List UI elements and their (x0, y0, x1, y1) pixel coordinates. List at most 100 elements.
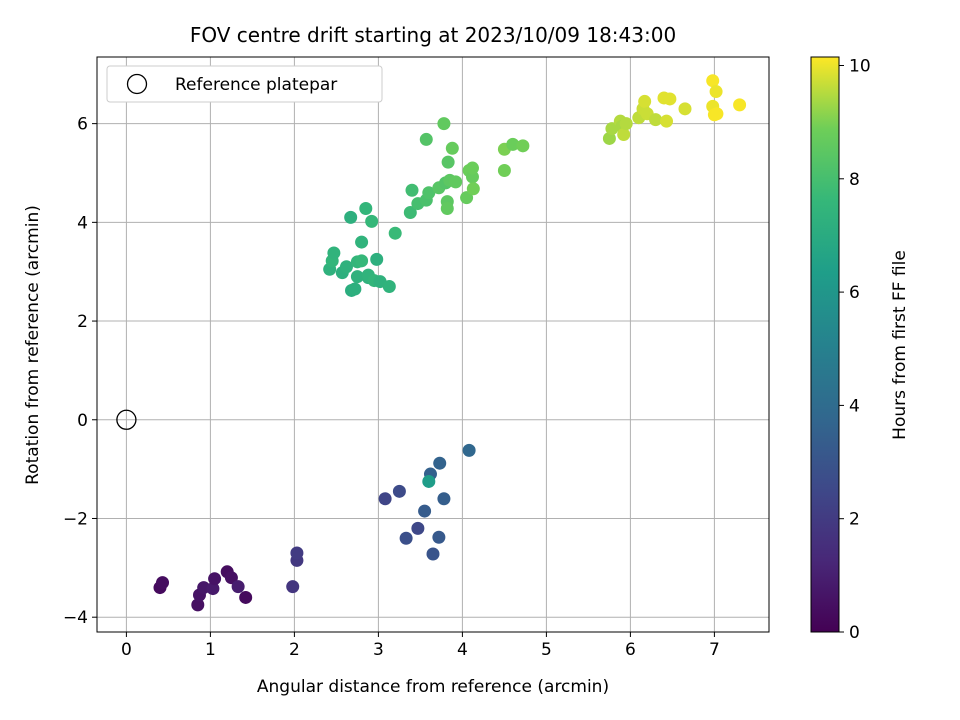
data-point (405, 183, 419, 197)
data-point (733, 98, 747, 112)
data-point (418, 504, 432, 518)
data-point (156, 576, 170, 590)
colorbar-tick-label: 4 (849, 396, 860, 416)
data-point (206, 582, 220, 596)
data-point (649, 113, 663, 127)
data-point (426, 547, 440, 561)
x-tick-label: 0 (121, 640, 132, 660)
data-point (432, 530, 446, 544)
data-point (191, 598, 205, 612)
data-point (286, 580, 300, 594)
data-point (382, 280, 396, 294)
data-point (516, 139, 530, 153)
data-point (445, 141, 459, 155)
data-point (350, 270, 364, 284)
data-point (506, 137, 520, 151)
plot-frame (96, 56, 770, 633)
y-tick-label: −2 (63, 509, 88, 529)
legend-marker-reference (126, 73, 148, 95)
reference-layer (116, 409, 137, 430)
colorbar-tick-label: 2 (849, 510, 860, 530)
data-point (663, 92, 677, 106)
data-point (678, 102, 692, 116)
y-axis-label: Rotation from reference (arcmin) (23, 205, 43, 485)
data-point (466, 182, 480, 196)
data-point (437, 117, 451, 131)
data-point (344, 210, 358, 224)
data-point (465, 170, 479, 184)
data-point (411, 521, 425, 535)
chart-title: FOV centre drift starting at 2023/10/09 … (190, 23, 676, 47)
data-point (465, 161, 479, 175)
data-point (433, 456, 447, 470)
x-tick-label: 2 (289, 640, 300, 660)
colorbar-gradient (810, 56, 840, 633)
x-tick-label: 4 (457, 640, 468, 660)
legend-box (106, 65, 383, 103)
data-point (460, 191, 474, 205)
y-axis-ticks: −4 −2 0 2 4 6 (63, 115, 97, 628)
legend-entry-reference: Reference platepar (175, 75, 337, 95)
data-point (378, 492, 392, 506)
data-point (239, 590, 253, 604)
y-tick-label: 0 (77, 411, 88, 431)
colorbar-tick-label: 8 (849, 170, 860, 190)
x-axis-ticks: 0 1 2 3 4 5 6 7 (121, 632, 720, 660)
data-point (441, 155, 455, 169)
data-point (422, 186, 436, 200)
data-point (359, 202, 373, 216)
colorbar-tick-label: 6 (849, 283, 860, 303)
data-point (348, 282, 362, 296)
data-point (437, 492, 451, 506)
data-point (710, 107, 724, 121)
y-tick-label: 2 (77, 312, 88, 332)
data-point (660, 114, 674, 128)
data-point (602, 131, 616, 145)
data-point (355, 254, 369, 268)
data-point (370, 252, 384, 266)
data-point (224, 571, 238, 585)
x-tick-label: 1 (205, 640, 216, 660)
x-tick-label: 3 (373, 640, 384, 660)
data-point (365, 214, 379, 228)
data-point (339, 260, 353, 274)
plot-area (96, 56, 770, 633)
data-point (605, 122, 619, 136)
data-point (449, 175, 463, 189)
data-point (403, 205, 417, 219)
colorbar-tick-label: 0 (849, 623, 860, 643)
colorbar: 0 2 4 6 8 10 Hours from first FF file (810, 56, 910, 643)
data-point (327, 246, 341, 260)
colorbar-ticks: 0 2 4 6 8 10 (839, 56, 871, 643)
y-tick-label: 6 (77, 115, 88, 135)
x-tick-label: 6 (625, 640, 636, 660)
data-point (231, 580, 245, 594)
data-point (399, 531, 413, 545)
colorbar-label: Hours from first FF file (890, 250, 910, 440)
x-tick-label: 5 (541, 640, 552, 660)
data-point (419, 132, 433, 146)
data-point (355, 235, 369, 249)
y-tick-label: 4 (77, 213, 88, 233)
data-point (422, 474, 436, 488)
data-point (440, 202, 454, 216)
colorbar-tick-label: 10 (849, 56, 871, 76)
data-point (388, 226, 402, 240)
data-point (709, 85, 723, 99)
reference-platepar-marker (116, 409, 137, 430)
data-points (153, 74, 747, 612)
data-point (619, 117, 633, 131)
data-point (638, 94, 652, 108)
data-point (497, 164, 511, 178)
data-point (290, 546, 304, 560)
data-point (462, 443, 476, 457)
data-point (617, 127, 631, 141)
x-axis-label: Angular distance from reference (arcmin) (257, 677, 609, 697)
legend: Reference platepar (106, 65, 383, 103)
data-point (706, 74, 720, 88)
data-point (392, 484, 406, 498)
grid-lines (97, 57, 769, 632)
data-point (208, 572, 222, 586)
